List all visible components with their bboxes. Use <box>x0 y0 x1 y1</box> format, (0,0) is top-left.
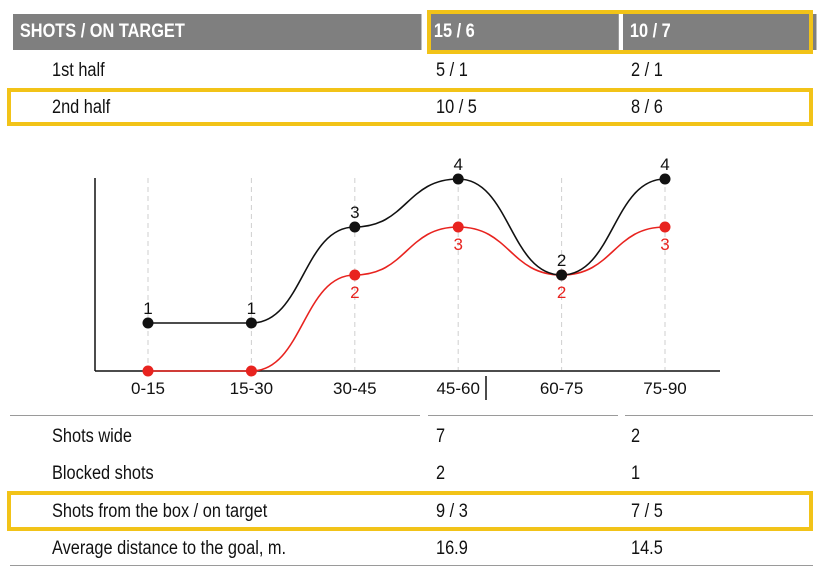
stat-team2-value: 14.5 <box>631 538 663 559</box>
series-red-point <box>452 221 464 233</box>
half-team2-value: 2 / 1 <box>631 60 663 81</box>
stat-team2-value: 7 / 5 <box>631 501 663 522</box>
x-tick-label: 60-75 <box>540 379 583 398</box>
stat-team1-value: 7 <box>436 426 446 447</box>
series-red-line <box>147 226 666 372</box>
series-black-point <box>452 173 464 185</box>
x-tick-label: 30-45 <box>333 379 376 398</box>
stat-team1-value: 2 <box>436 463 446 484</box>
table-rule <box>10 565 813 566</box>
x-tick-label: 15-30 <box>230 379 273 398</box>
series-black-point <box>659 173 671 185</box>
series-black-point <box>349 221 361 233</box>
x-tick-label: 45-60 <box>436 379 479 398</box>
series-black-point <box>245 317 257 329</box>
series-red-data-label: 2 <box>557 283 566 302</box>
header-team1-cell: 15 / 6 <box>427 14 619 50</box>
x-tick-label: 75-90 <box>643 379 686 398</box>
header-team2-cell: 10 / 7 <box>623 14 817 50</box>
half-team1-value: 5 / 1 <box>436 60 468 81</box>
stat-label: Blocked shots <box>52 463 154 484</box>
box-shots-row-highlight <box>7 491 813 531</box>
header-values-highlight <box>427 10 813 54</box>
series-black-data-label: 1 <box>143 299 152 318</box>
series-black-data-label: 4 <box>453 155 462 174</box>
stat-team2-value: 2 <box>631 426 641 447</box>
half-label: 1st half <box>52 60 105 81</box>
series-red-point <box>245 365 257 377</box>
series-black-point <box>556 269 568 281</box>
second-half-row-highlight <box>7 88 813 126</box>
series-red-data-label: 3 <box>660 235 669 254</box>
table-rule <box>428 415 618 416</box>
series-red-data-label: 2 <box>350 283 359 302</box>
header-title: SHOTS / ON TARGET <box>19 21 185 42</box>
series-black-point <box>142 317 154 329</box>
x-tick-label: 0-15 <box>131 379 165 398</box>
stat-label: Average distance to the goal, m. <box>52 538 287 559</box>
series-red-data-label: 3 <box>453 235 462 254</box>
series-red-point <box>349 269 361 281</box>
series-red-point <box>142 365 154 377</box>
series-black-data-label: 4 <box>660 155 669 174</box>
stat-label: Shots from the box / on target <box>52 501 268 522</box>
series-black-data-label: 2 <box>557 251 566 270</box>
header-team1-value: 15 / 6 <box>433 21 475 42</box>
half-label: 2nd half <box>52 97 111 118</box>
stat-team1-value: 16.9 <box>436 538 468 559</box>
half-team1-value: 10 / 5 <box>436 97 477 118</box>
table-rule <box>10 415 420 416</box>
header-team2-value: 10 / 7 <box>629 21 671 42</box>
series-black-data-label: 3 <box>350 203 359 222</box>
header-title-cell: SHOTS / ON TARGET <box>13 14 422 50</box>
series-black-data-label: 1 <box>247 299 256 318</box>
series-red-point <box>659 221 671 233</box>
stat-team2-value: 1 <box>631 463 641 484</box>
table-rule <box>625 415 813 416</box>
half-team2-value: 8 / 6 <box>631 97 663 118</box>
stat-team1-value: 9 / 3 <box>436 501 468 522</box>
stat-label: Shots wide <box>52 426 132 447</box>
